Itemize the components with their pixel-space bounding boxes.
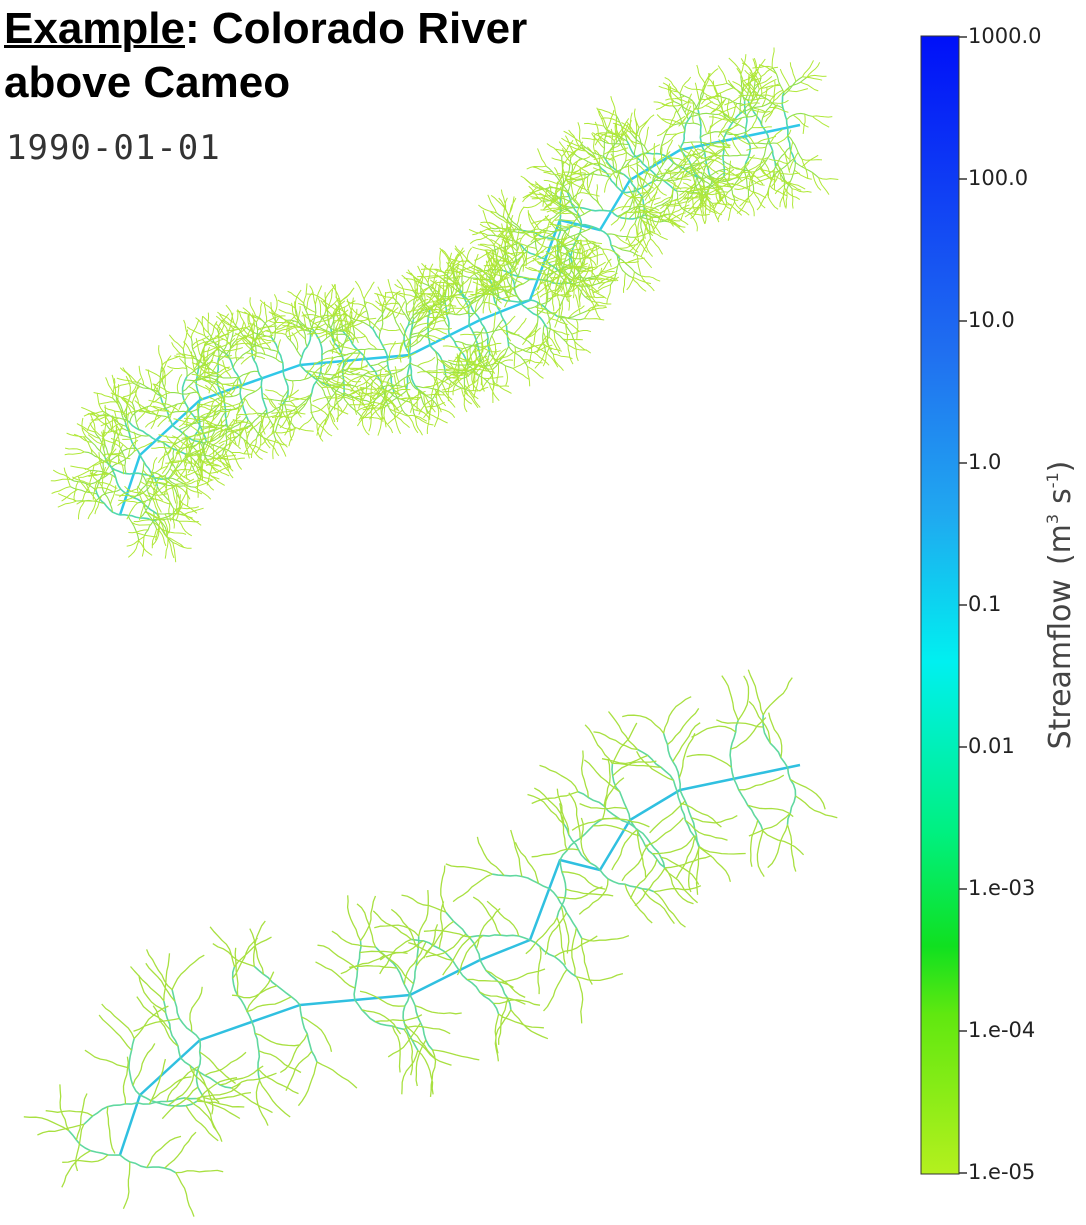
tick-label: 1.0 (968, 450, 1001, 474)
label-exp: 3 (1043, 514, 1062, 524)
date: 1990-01-01 (6, 128, 221, 168)
page: {"title": {"link": "Example", "rest": ":… (0, 0, 1086, 1225)
colorbar-label: Streamflow (m3 s-1) (1043, 461, 1078, 750)
tick-label: 100.0 (968, 166, 1028, 190)
colorbar-ticks: 1000.0 100.0 10.0 1.0 0.1 0.01 1.e-03 1.e-04 1.e… (959, 24, 1041, 1184)
river-branches (120, 765, 800, 1155)
title-link: Example (4, 4, 185, 53)
label-exp: -1 (1043, 472, 1062, 488)
colorbar (921, 36, 959, 1174)
label-open: (m (1043, 524, 1078, 565)
map: 1000.0 100.0 10.0 1.0 0.1 0.01 1.e-03 1.e-04 1.e… (0, 0, 1086, 1225)
tick-label: 1.e-05 (968, 1160, 1035, 1184)
river-network (24, 48, 839, 1217)
label-text: Streamflow (1043, 579, 1078, 749)
tick-label: 0.1 (968, 592, 1001, 616)
label-mid: s (1043, 488, 1078, 504)
label-close: ) (1043, 461, 1078, 473)
tick-label: 0.01 (968, 734, 1015, 758)
tick-label: 10.0 (968, 308, 1015, 332)
tick-label: 1000.0 (968, 24, 1041, 48)
tick-label: 1.e-03 (968, 876, 1035, 900)
title: Example: Colorado River above Cameo (4, 2, 604, 110)
tick-label: 1.e-04 (968, 1018, 1035, 1042)
